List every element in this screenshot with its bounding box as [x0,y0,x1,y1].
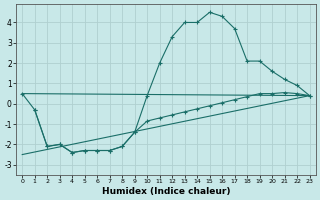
X-axis label: Humidex (Indice chaleur): Humidex (Indice chaleur) [102,187,230,196]
